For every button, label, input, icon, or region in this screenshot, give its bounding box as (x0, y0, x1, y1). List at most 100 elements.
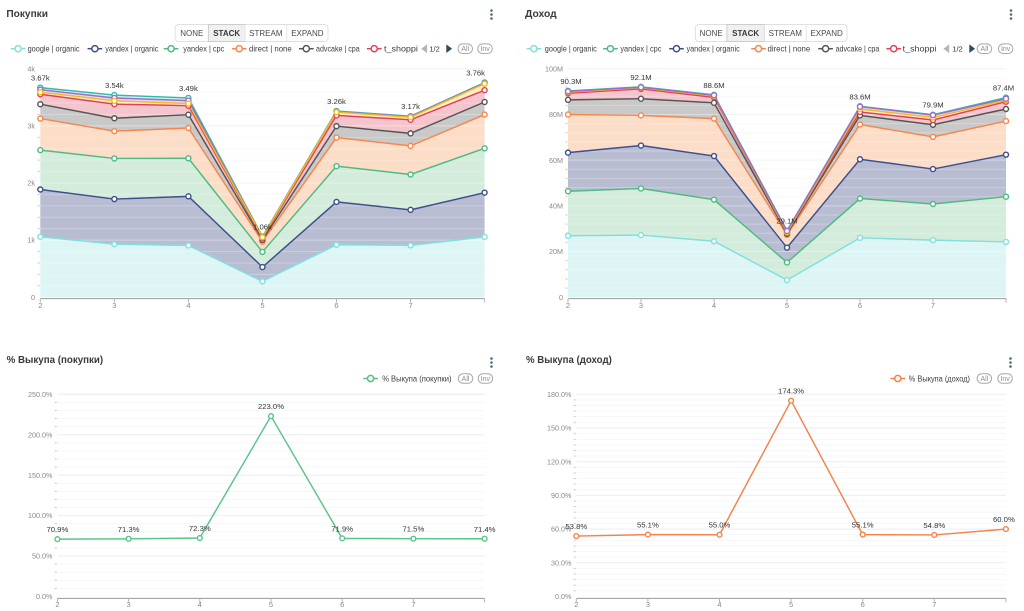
svg-text:92.1M: 92.1M (630, 73, 651, 82)
svg-text:150.0%: 150.0% (547, 424, 572, 433)
svg-text:71.5%: 71.5% (402, 525, 424, 534)
svg-text:80M: 80M (549, 110, 563, 119)
svg-text:71.9%: 71.9% (331, 524, 353, 533)
svg-text:40M: 40M (549, 201, 563, 210)
svg-text:0.0%: 0.0% (555, 592, 572, 601)
svg-text:NONE: NONE (700, 29, 723, 38)
svg-text:Inv: Inv (480, 46, 490, 53)
svg-text:STACK: STACK (732, 29, 759, 38)
svg-text:7: 7 (411, 600, 415, 609)
svg-text:60.0%: 60.0% (551, 525, 572, 534)
svg-text:6: 6 (334, 301, 338, 310)
svg-text:4: 4 (712, 301, 716, 310)
svg-text:advcake | cpa: advcake | cpa (316, 45, 360, 54)
svg-text:100M: 100M (545, 64, 563, 73)
svg-text:60M: 60M (549, 156, 563, 165)
svg-text:6: 6 (858, 301, 862, 310)
svg-text:5: 5 (269, 600, 273, 609)
svg-text:88.6M: 88.6M (703, 81, 724, 90)
svg-text:54.8%: 54.8% (923, 521, 945, 530)
svg-text:Покупки: Покупки (6, 9, 48, 20)
svg-text:3: 3 (127, 600, 131, 609)
svg-text:3k: 3k (27, 122, 35, 131)
svg-text:4: 4 (186, 301, 190, 310)
svg-text:google | organic: google | organic (28, 45, 80, 54)
svg-text:70.9%: 70.9% (46, 525, 68, 534)
svg-text:2: 2 (38, 301, 42, 310)
svg-text:All: All (981, 46, 989, 53)
svg-text:% Выкупа (доход): % Выкупа (доход) (909, 374, 970, 383)
svg-text:7: 7 (932, 600, 936, 609)
svg-text:1.06k: 1.06k (253, 223, 272, 232)
svg-text:7: 7 (408, 301, 412, 310)
svg-text:71.3%: 71.3% (118, 525, 140, 534)
svg-text:All: All (980, 376, 988, 383)
svg-text:30.0%: 30.0% (551, 558, 572, 567)
svg-text:All: All (461, 46, 469, 53)
svg-text:All: All (462, 376, 470, 383)
svg-text:Inv: Inv (1000, 376, 1010, 383)
svg-text:3.26k: 3.26k (327, 97, 346, 106)
svg-text:90.3M: 90.3M (560, 77, 581, 86)
svg-text:4k: 4k (27, 64, 35, 73)
svg-text:Inv: Inv (481, 376, 491, 383)
svg-text:EXPAND: EXPAND (291, 29, 324, 38)
svg-text:50.0%: 50.0% (32, 552, 53, 561)
svg-text:55.1%: 55.1% (852, 521, 874, 530)
svg-text:Inv: Inv (1001, 46, 1011, 53)
svg-text:google | organic: google | organic (545, 45, 597, 54)
svg-text:EXPAND: EXPAND (810, 29, 843, 38)
svg-text:1/2: 1/2 (952, 44, 962, 53)
svg-text:STREAM: STREAM (769, 29, 803, 38)
svg-text:200.0%: 200.0% (28, 430, 53, 439)
svg-text:STACK: STACK (213, 29, 240, 38)
svg-text:6: 6 (861, 600, 865, 609)
svg-text:83.6M: 83.6M (849, 92, 870, 101)
svg-text:71.4%: 71.4% (474, 525, 496, 534)
svg-text:0.0%: 0.0% (36, 592, 53, 601)
svg-text:yandex | organic: yandex | organic (687, 45, 740, 54)
svg-text:60.0%: 60.0% (993, 515, 1015, 524)
svg-text:0: 0 (31, 293, 35, 302)
svg-text:174.3%: 174.3% (778, 387, 804, 396)
svg-text:yandex | cpc: yandex | cpc (183, 45, 224, 54)
svg-text:53.8%: 53.8% (565, 522, 587, 531)
svg-text:3.49k: 3.49k (179, 84, 198, 93)
svg-text:120.0%: 120.0% (547, 457, 572, 466)
svg-text:100.0%: 100.0% (28, 511, 53, 520)
svg-text:% Выкупа (доход): % Выкупа (доход) (526, 355, 612, 366)
svg-text:direct | none: direct | none (249, 45, 292, 54)
svg-text:90.0%: 90.0% (551, 491, 572, 500)
svg-text:223.0%: 223.0% (258, 402, 284, 411)
svg-text:advcake | cpa: advcake | cpa (836, 45, 880, 54)
svg-text:NONE: NONE (180, 29, 203, 38)
svg-text:55.0%: 55.0% (709, 521, 731, 530)
svg-text:5: 5 (785, 301, 789, 310)
svg-text:79.9M: 79.9M (922, 101, 943, 110)
svg-text:1k: 1k (27, 236, 35, 245)
svg-text:3: 3 (646, 600, 650, 609)
svg-text:yandex | cpc: yandex | cpc (620, 45, 661, 54)
svg-text:3: 3 (112, 301, 116, 310)
svg-text:20M: 20M (549, 247, 563, 256)
svg-text:6: 6 (340, 600, 344, 609)
svg-text:3.67k: 3.67k (31, 74, 50, 83)
svg-text:7: 7 (931, 301, 935, 310)
svg-text:STREAM: STREAM (249, 29, 283, 38)
svg-text:87.4M: 87.4M (993, 84, 1014, 93)
svg-text:direct | none: direct | none (768, 45, 811, 54)
svg-text:2: 2 (574, 600, 578, 609)
svg-text:3.17k: 3.17k (401, 102, 420, 111)
svg-text:Доход: Доход (525, 9, 557, 20)
svg-text:5: 5 (789, 600, 793, 609)
svg-text:250.0%: 250.0% (28, 390, 53, 399)
svg-text:% Выкупа (покупки): % Выкупа (покупки) (7, 355, 104, 366)
svg-text:% Выкупа (покупки): % Выкупа (покупки) (382, 374, 452, 383)
svg-text:3: 3 (639, 301, 643, 310)
svg-text:72.3%: 72.3% (189, 524, 211, 533)
svg-text:4: 4 (198, 600, 202, 609)
svg-text:5: 5 (260, 301, 264, 310)
svg-text:3.54k: 3.54k (105, 81, 124, 90)
svg-text:55.1%: 55.1% (637, 521, 659, 530)
svg-text:4: 4 (717, 600, 721, 609)
